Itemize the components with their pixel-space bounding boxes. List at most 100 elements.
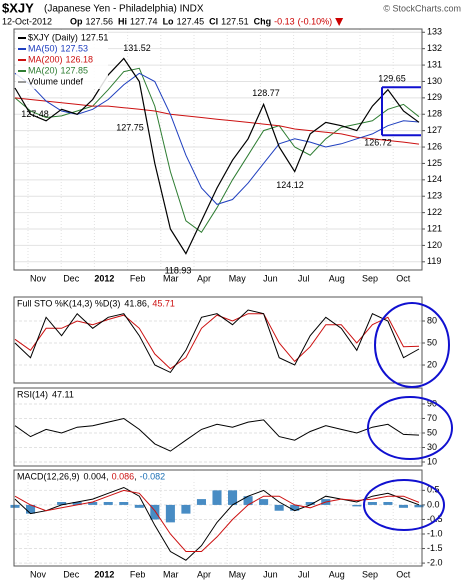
x-tick-label: May	[229, 569, 247, 579]
x-tick-label: Dec	[63, 569, 80, 579]
x-tick-label: Mar	[163, 569, 179, 579]
x-tick-label: Dec	[63, 273, 80, 283]
legend-value: 127.85	[61, 65, 89, 75]
y-tick-label: 122	[427, 207, 442, 217]
y-tick-label: -1.0	[427, 528, 443, 538]
annotation: 126.72	[364, 138, 392, 148]
series-line	[14, 72, 420, 205]
series-line	[14, 97, 420, 145]
histogram-bar	[352, 504, 362, 507]
panel-frame	[13, 469, 423, 567]
x-tick-label: Oct	[396, 569, 411, 579]
panel-frame	[13, 296, 423, 384]
x-tick-label: Apr	[197, 569, 211, 579]
y-tick-label: 10	[427, 456, 437, 466]
x-tick-label: Jul	[298, 569, 310, 579]
x-tick-label: May	[229, 273, 247, 283]
annotation: 131.52	[123, 43, 151, 53]
legend-label: $XJY (Daily)	[28, 32, 78, 42]
series-line	[14, 57, 420, 255]
change-arrow	[335, 18, 344, 26]
x-tick-label: Feb	[130, 273, 146, 283]
y-tick-label: 129	[427, 92, 442, 102]
histogram-bar	[367, 502, 377, 505]
title-bg	[15, 299, 215, 309]
y-tick-label: 124	[427, 174, 442, 184]
x-tick-label: Apr	[197, 273, 211, 283]
indicator-value: 47.11	[52, 389, 74, 399]
y-tick-label: 123	[427, 191, 442, 201]
y-tick-label: 120	[427, 240, 442, 250]
annotation: 127.75	[116, 123, 144, 133]
histogram-bar	[259, 499, 269, 505]
series-line	[14, 486, 420, 561]
indicator-title: MACD(12,26,9)	[17, 471, 80, 481]
x-tick-label: Oct	[396, 273, 411, 283]
indicator-title: RSI(14)	[17, 389, 48, 399]
histogram-bar	[165, 504, 175, 523]
histogram-bar	[414, 504, 424, 508]
legend-value: 127.51	[81, 32, 109, 42]
quote-item: 127.51	[221, 16, 249, 26]
y-tick-label: 132	[427, 43, 442, 53]
title-bg	[15, 390, 215, 400]
y-tick-label: 0.0	[427, 499, 440, 509]
histogram-bar	[57, 502, 67, 505]
annotation: 127.48	[21, 109, 49, 119]
histogram-bar	[181, 504, 191, 514]
x-tick-label: Nov	[30, 569, 47, 579]
histogram-bar	[26, 504, 36, 514]
y-tick-label: -1.5	[427, 543, 443, 553]
x-tick-label: Nov	[30, 273, 47, 283]
series-line	[14, 309, 420, 374]
y-tick-label: 90	[427, 398, 437, 408]
annotation: 129.65	[378, 74, 406, 84]
series-line	[14, 67, 420, 234]
histogram-bar	[228, 490, 238, 505]
separator: ,	[147, 298, 150, 308]
chart-subtitle: (Japanese Yen - Philadelphia) INDX	[44, 4, 204, 15]
histogram-bar	[243, 496, 253, 505]
histogram-bar	[290, 504, 300, 511]
y-tick-label: -0.5	[427, 514, 443, 524]
y-tick-label: 127	[427, 125, 442, 135]
quote-item: 127.74	[130, 16, 158, 26]
highlight-ellipse	[367, 396, 453, 460]
y-tick-label: 0.5	[427, 485, 440, 495]
quote-item: 127.56	[86, 16, 114, 26]
x-tick-label: Sep	[362, 569, 378, 579]
annotation: 128.77	[252, 88, 280, 98]
legend-label: MA(20)	[28, 65, 58, 75]
quote-date: 12-Oct-2012	[2, 16, 52, 26]
quote-item: (-0.10%)	[298, 16, 333, 26]
x-tick-label: 2012	[94, 273, 114, 283]
highlight-ellipse	[374, 302, 450, 388]
y-tick-label: 20	[427, 359, 437, 369]
quote-item: Cl	[209, 16, 218, 26]
quote-item: Hi	[118, 16, 127, 26]
separator: ,	[134, 471, 137, 481]
indicator-value: 41.86	[124, 298, 147, 308]
watermark: © StockCharts.com	[383, 3, 461, 13]
quote-item: Lo	[163, 16, 174, 26]
x-tick-label: Sep	[362, 273, 378, 283]
chart-title: $XJY	[2, 0, 34, 15]
indicator-value: -0.082	[140, 471, 166, 481]
highlight-ellipse	[363, 479, 445, 531]
x-tick-label: Jun	[263, 273, 278, 283]
series-line	[14, 417, 420, 452]
histogram-bar	[134, 504, 144, 508]
y-tick-label: 50	[427, 427, 437, 437]
histogram-bar	[383, 502, 393, 505]
x-tick-label: Jun	[263, 569, 278, 579]
y-tick-label: 130	[427, 76, 442, 86]
histogram-bar	[212, 490, 222, 505]
legend-label: Volume undef	[28, 76, 84, 86]
indicator-value: 45.71	[152, 298, 175, 308]
y-tick-label: 126	[427, 141, 442, 151]
histogram-bar	[398, 504, 408, 508]
y-tick-label: 121	[427, 223, 442, 233]
histogram-bar	[103, 502, 113, 505]
x-tick-label: Aug	[329, 273, 345, 283]
